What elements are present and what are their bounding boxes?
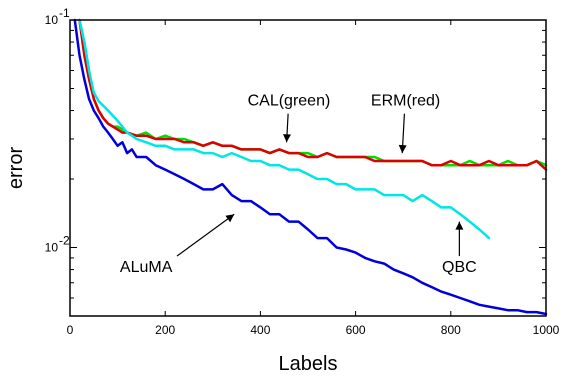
- series-layer: [73, 18, 548, 316]
- y-tick-label: 10: [45, 241, 59, 255]
- x-tick-label: 200: [155, 323, 175, 337]
- x-tick-label: 800: [441, 323, 461, 337]
- x-tick-label: 400: [250, 323, 270, 337]
- x-tick-label: 0: [67, 323, 74, 337]
- plot-frame: [69, 19, 547, 317]
- annotation-label: CAL(green): [248, 93, 331, 110]
- x-tick-label: 600: [346, 323, 366, 337]
- y-tick-label: 10: [45, 13, 59, 27]
- y-tick-label-exponent: -2: [59, 234, 70, 248]
- series-line-3: [73, 18, 548, 316]
- annotation-arrowhead: [455, 221, 464, 230]
- annotation-label: ALuMA: [120, 259, 173, 276]
- annotation-arrow: [176, 213, 235, 257]
- annotation-layer: CAL(green) ERM(red) ALuMA QBC: [120, 93, 477, 276]
- annotation-label: ERM(red): [371, 93, 440, 110]
- series-line-2: [78, 18, 491, 240]
- y-tick-label-exponent: -1: [59, 6, 70, 20]
- x-axis-title: Labels: [279, 353, 338, 375]
- annotation-label: QBC: [442, 259, 477, 276]
- annotation-arrowhead: [283, 134, 292, 143]
- x-tick-label: 1000: [533, 323, 560, 337]
- series-line-1: [78, 18, 548, 171]
- annotation-arrowhead: [398, 144, 407, 154]
- y-axis-title: error: [5, 147, 27, 190]
- annotation-arrowhead: [225, 214, 235, 223]
